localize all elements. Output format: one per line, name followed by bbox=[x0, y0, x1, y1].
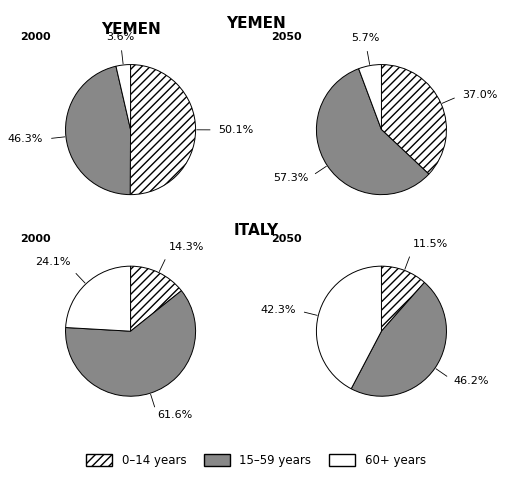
Text: 2050: 2050 bbox=[271, 32, 302, 42]
Wedge shape bbox=[316, 266, 381, 389]
Text: 46.3%: 46.3% bbox=[8, 134, 44, 144]
Text: 2000: 2000 bbox=[20, 32, 51, 42]
Wedge shape bbox=[66, 66, 131, 194]
Wedge shape bbox=[116, 65, 131, 130]
Wedge shape bbox=[131, 266, 181, 331]
Text: 14.3%: 14.3% bbox=[168, 242, 204, 252]
Text: YEMEN: YEMEN bbox=[226, 16, 286, 31]
Wedge shape bbox=[381, 65, 446, 174]
Wedge shape bbox=[66, 266, 131, 331]
Text: 61.6%: 61.6% bbox=[157, 410, 193, 420]
Text: 37.0%: 37.0% bbox=[462, 90, 497, 100]
Text: 24.1%: 24.1% bbox=[35, 257, 70, 267]
Text: 46.2%: 46.2% bbox=[454, 376, 489, 386]
Wedge shape bbox=[358, 65, 381, 130]
Text: 2000: 2000 bbox=[20, 234, 51, 244]
Wedge shape bbox=[351, 282, 446, 396]
Wedge shape bbox=[66, 291, 196, 396]
Text: 3.6%: 3.6% bbox=[106, 32, 135, 42]
Wedge shape bbox=[316, 69, 429, 194]
Text: 2050: 2050 bbox=[271, 234, 302, 244]
Wedge shape bbox=[381, 266, 424, 331]
Legend: 0–14 years, 15–59 years, 60+ years: 0–14 years, 15–59 years, 60+ years bbox=[81, 449, 431, 472]
Text: 57.3%: 57.3% bbox=[273, 173, 308, 183]
Text: 11.5%: 11.5% bbox=[413, 239, 447, 249]
Wedge shape bbox=[130, 65, 196, 194]
Text: 42.3%: 42.3% bbox=[261, 305, 296, 315]
Text: ITALY: ITALY bbox=[233, 223, 279, 238]
Text: YEMEN: YEMEN bbox=[101, 22, 160, 36]
Text: 50.1%: 50.1% bbox=[218, 125, 253, 135]
Text: 5.7%: 5.7% bbox=[352, 33, 380, 43]
